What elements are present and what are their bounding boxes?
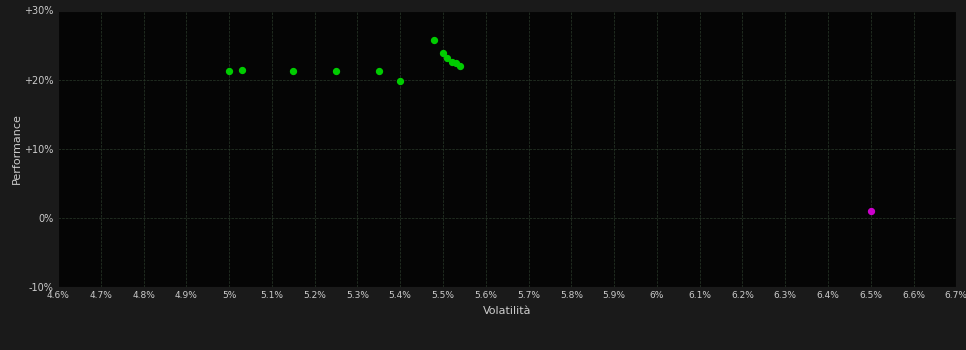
X-axis label: Volatilità: Volatilità bbox=[483, 306, 531, 316]
Point bbox=[863, 208, 878, 214]
Point bbox=[286, 68, 301, 74]
Point bbox=[448, 60, 464, 66]
Point bbox=[436, 50, 451, 56]
Point bbox=[427, 37, 442, 42]
Point bbox=[234, 67, 249, 73]
Point bbox=[440, 55, 455, 61]
Point bbox=[392, 78, 408, 84]
Point bbox=[443, 60, 459, 65]
Point bbox=[221, 68, 237, 74]
Point bbox=[371, 68, 386, 74]
Point bbox=[328, 68, 344, 74]
Y-axis label: Performance: Performance bbox=[12, 113, 21, 184]
Point bbox=[452, 63, 468, 69]
